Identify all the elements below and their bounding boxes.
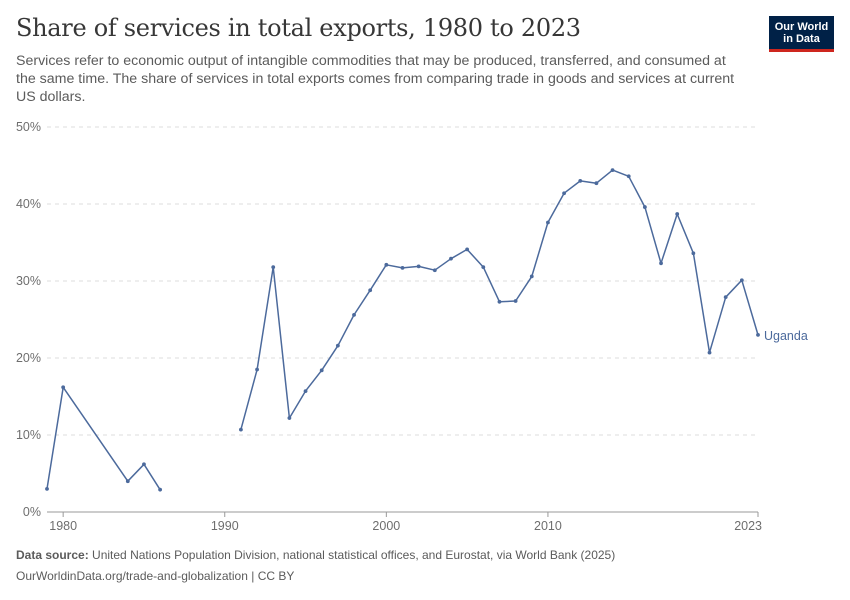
chart-subtitle: Services refer to economic output of int… xyxy=(16,53,735,105)
data-point xyxy=(626,174,631,179)
series-line-uganda xyxy=(46,386,161,491)
data-point xyxy=(416,264,421,269)
data-point xyxy=(432,268,437,273)
data-point xyxy=(610,168,615,173)
data-point xyxy=(287,416,292,420)
data-source-label: Data source: xyxy=(16,548,89,562)
data-point xyxy=(45,487,49,491)
x-tick-label: 2000 xyxy=(372,519,400,533)
data-source: Data source: United Nations Population D… xyxy=(16,548,615,562)
y-tick-label: 0% xyxy=(23,505,41,519)
data-point xyxy=(529,274,534,279)
y-tick-label: 40% xyxy=(16,197,41,211)
data-point xyxy=(368,288,373,293)
data-point xyxy=(691,251,696,256)
data-point xyxy=(303,389,308,394)
data-point xyxy=(707,350,712,355)
data-point xyxy=(497,299,502,304)
data-point xyxy=(335,343,340,348)
data-point xyxy=(594,181,599,186)
data-point xyxy=(125,479,130,484)
owid-logo[interactable]: Our World in Data xyxy=(769,16,834,52)
data-point xyxy=(513,299,518,303)
logo-text: Our World in Data xyxy=(772,21,832,45)
y-tick-label: 50% xyxy=(16,120,41,134)
x-tick-label: 2023 xyxy=(734,519,762,533)
data-point xyxy=(449,256,453,261)
logo-line-2: in Data xyxy=(783,32,820,45)
data-point xyxy=(723,295,728,300)
y-tick-label: 10% xyxy=(16,428,41,442)
data-point xyxy=(642,205,647,209)
data-point xyxy=(142,462,146,467)
data-point xyxy=(675,212,680,216)
chart-title: Share of services in total exports, 1980… xyxy=(16,14,581,42)
data-point xyxy=(319,368,324,373)
data-point xyxy=(739,278,744,283)
logo-line-1: Our World xyxy=(774,20,829,33)
data-point xyxy=(61,385,66,390)
data-source-text: United Nations Population Division, nati… xyxy=(92,548,616,562)
data-point xyxy=(352,312,356,317)
x-tick-label: 1980 xyxy=(49,519,77,533)
source-url[interactable]: OurWorldinData.org/trade-and-globalizati… xyxy=(16,569,295,583)
data-point xyxy=(255,367,259,372)
series-line-uganda xyxy=(240,169,759,430)
x-tick-label: 1990 xyxy=(211,519,239,533)
data-point xyxy=(481,265,486,270)
y-tick-label: 20% xyxy=(16,351,41,365)
data-point xyxy=(271,265,276,270)
data-point xyxy=(465,247,470,252)
series-label: Uganda xyxy=(764,329,808,343)
y-tick-label: 30% xyxy=(16,274,41,288)
data-point xyxy=(400,266,405,270)
data-point xyxy=(756,333,760,337)
data-point xyxy=(578,179,583,183)
data-point xyxy=(659,261,663,266)
x-tick-label: 2010 xyxy=(534,519,562,533)
data-point xyxy=(546,220,550,225)
data-point xyxy=(384,262,389,267)
data-point xyxy=(158,487,163,492)
data-point xyxy=(239,427,243,432)
data-point xyxy=(562,191,566,196)
